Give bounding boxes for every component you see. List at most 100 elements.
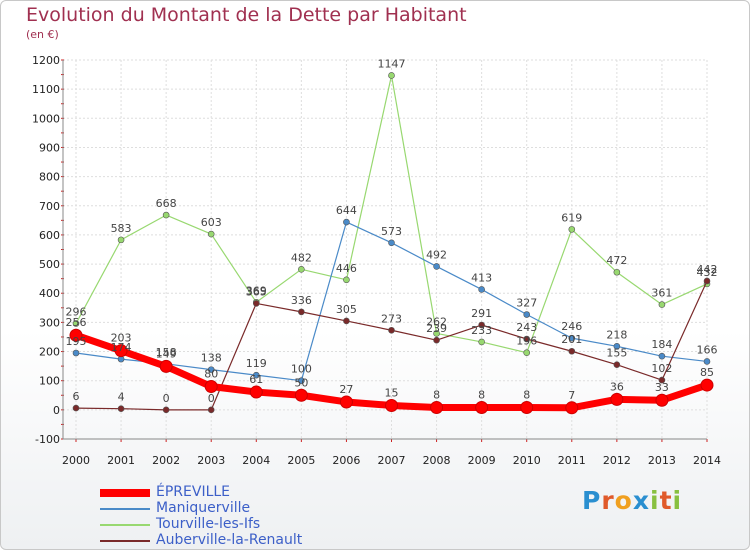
data-label-maniquerville: 174	[111, 341, 132, 354]
data-point-auberville-la-renault	[703, 277, 711, 285]
data-point-auberville-la-renault	[162, 406, 170, 414]
data-label-maniquerville: 246	[561, 320, 582, 333]
data-label-epreville: 8	[523, 389, 530, 402]
data-point-maniquerville	[207, 366, 215, 373]
logo-letter: r	[601, 486, 615, 515]
data-point-maniquerville	[433, 263, 440, 270]
data-label-epreville: 36	[610, 380, 624, 393]
y-tick-label: 900	[39, 141, 60, 154]
data-label-tourville-les-ifs: 361	[651, 287, 672, 300]
data-label-tourville-les-ifs: 583	[111, 222, 132, 235]
data-label-maniquerville: 492	[426, 248, 447, 261]
data-point-auberville-la-renault	[478, 321, 485, 329]
data-point-maniquerville	[478, 286, 485, 293]
data-label-tourville-les-ifs: 603	[201, 216, 222, 229]
legend-swatch	[100, 489, 150, 497]
data-point-auberville-la-renault	[568, 347, 576, 355]
data-point-epreville	[475, 401, 489, 415]
data-label-tourville-les-ifs: 369	[246, 284, 267, 297]
y-tick-label: 1100	[32, 83, 60, 96]
logo-letter: t	[659, 486, 673, 515]
data-point-maniquerville	[252, 371, 260, 379]
x-tick-label: 2009	[468, 454, 496, 467]
data-point-epreville	[339, 395, 353, 409]
data-label-epreville: 7	[568, 389, 575, 402]
data-point-epreville	[249, 385, 263, 399]
data-point-auberville-la-renault	[343, 317, 350, 325]
data-point-tourville-les-ifs	[207, 230, 215, 238]
data-label-maniquerville: 573	[381, 225, 402, 238]
data-label-epreville: 85	[700, 366, 714, 379]
legend-swatch	[100, 508, 150, 510]
data-label-epreville: 33	[655, 381, 669, 394]
data-label-maniquerville: 166	[697, 343, 718, 356]
data-label-epreville: 8	[478, 389, 485, 402]
x-tick-label: 2008	[423, 454, 451, 467]
data-point-epreville	[114, 344, 128, 358]
data-label-tourville-les-ifs: 446	[336, 262, 357, 275]
data-label-epreville: 203	[111, 332, 132, 345]
data-point-epreville	[294, 388, 308, 402]
data-point-epreville	[655, 393, 669, 407]
data-point-epreville	[700, 378, 714, 392]
data-point-maniquerville	[72, 349, 80, 357]
data-point-auberville-la-renault	[252, 300, 260, 307]
data-point-epreville	[69, 328, 83, 342]
data-label-maniquerville: 218	[606, 328, 627, 341]
legend-label: Maniquerville	[156, 500, 251, 516]
data-point-auberville-la-renault	[117, 405, 125, 412]
y-tick-label: 600	[39, 229, 60, 242]
x-tick-label: 2014	[693, 454, 721, 467]
data-label-auberville-la-renault: 102	[651, 362, 672, 375]
y-tick-label: 400	[39, 287, 60, 300]
data-point-auberville-la-renault	[433, 336, 440, 344]
x-tick-label: 2013	[648, 454, 676, 467]
y-tick-label: -100	[35, 433, 60, 446]
y-tick-label: 100	[39, 375, 60, 388]
data-point-auberville-la-renault	[298, 308, 305, 316]
data-label-tourville-les-ifs: 296	[66, 306, 87, 319]
data-point-tourville-les-ifs	[117, 236, 125, 244]
chart-title: Evolution du Montant de la Dette par Hab…	[26, 4, 467, 26]
x-tick-label: 2003	[197, 454, 225, 467]
chart-subtitle: (en €)	[26, 28, 59, 41]
data-point-auberville-la-renault	[523, 335, 531, 343]
data-label-auberville-la-renault: 305	[336, 303, 357, 316]
y-tick-label: 300	[39, 316, 60, 329]
x-tick-label: 2005	[287, 454, 315, 467]
data-label-maniquerville: 195	[66, 335, 87, 348]
data-point-auberville-la-renault	[388, 326, 395, 334]
data-label-tourville-les-ifs: 233	[471, 324, 492, 337]
x-tick-label: 2004	[242, 454, 270, 467]
data-label-maniquerville: 138	[201, 352, 222, 365]
data-point-tourville-les-ifs	[523, 349, 531, 357]
data-label-tourville-les-ifs: 472	[606, 254, 627, 267]
data-label-tourville-les-ifs: 482	[291, 251, 312, 264]
y-tick-label: 0	[53, 404, 60, 417]
data-label-epreville: 149	[156, 347, 177, 360]
data-point-tourville-les-ifs	[568, 226, 576, 233]
logo-letter: i	[650, 486, 660, 515]
data-label-auberville-la-renault: 442	[697, 263, 718, 276]
data-point-maniquerville	[658, 352, 666, 360]
data-point-maniquerville	[613, 342, 621, 350]
data-point-tourville-les-ifs	[343, 276, 350, 284]
legend-swatch	[100, 540, 150, 542]
data-label-tourville-les-ifs: 262	[426, 315, 447, 328]
data-label-tourville-les-ifs: 619	[561, 211, 582, 224]
x-tick-label: 2002	[152, 454, 180, 467]
logo-letter: P	[582, 486, 602, 515]
data-label-auberville-la-renault: 239	[426, 322, 447, 335]
data-label-maniquerville: 158	[156, 346, 177, 359]
legend-swatch	[100, 524, 150, 526]
data-label-auberville-la-renault: 4	[118, 391, 125, 404]
y-tick-label: 1200	[32, 54, 60, 67]
data-point-maniquerville	[343, 218, 350, 226]
data-point-tourville-les-ifs	[72, 320, 80, 327]
data-label-auberville-la-renault: 6	[73, 390, 80, 403]
data-point-auberville-la-renault	[207, 406, 215, 414]
legend-label: Auberville-la-Renault	[156, 532, 303, 548]
